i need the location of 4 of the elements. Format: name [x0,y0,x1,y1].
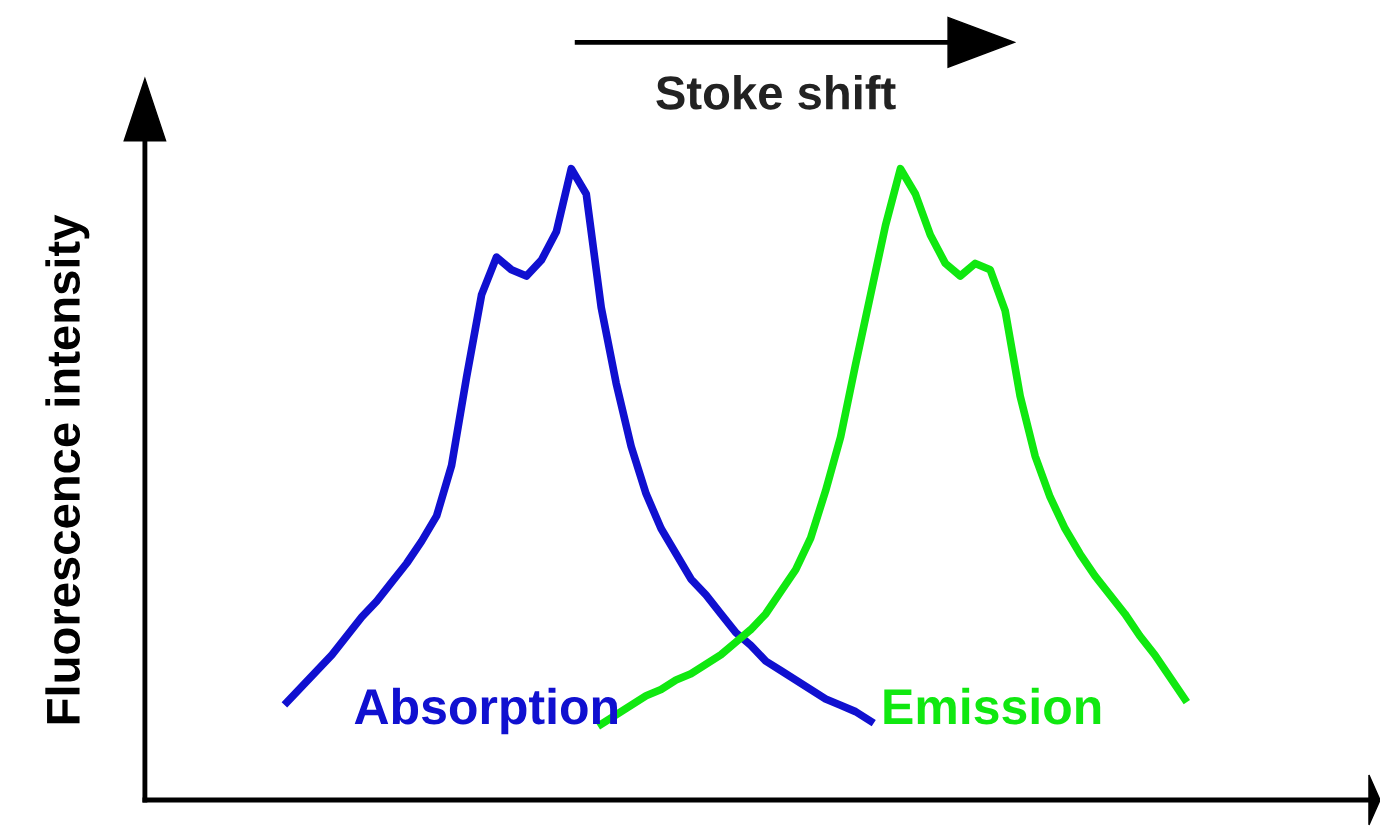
series-label: Emission [884,687,1101,725]
series-label: Absorption [354,687,617,735]
text: Stoke shift [656,74,896,110]
y-axis-title: Fluorescence intensity [45,214,90,724]
